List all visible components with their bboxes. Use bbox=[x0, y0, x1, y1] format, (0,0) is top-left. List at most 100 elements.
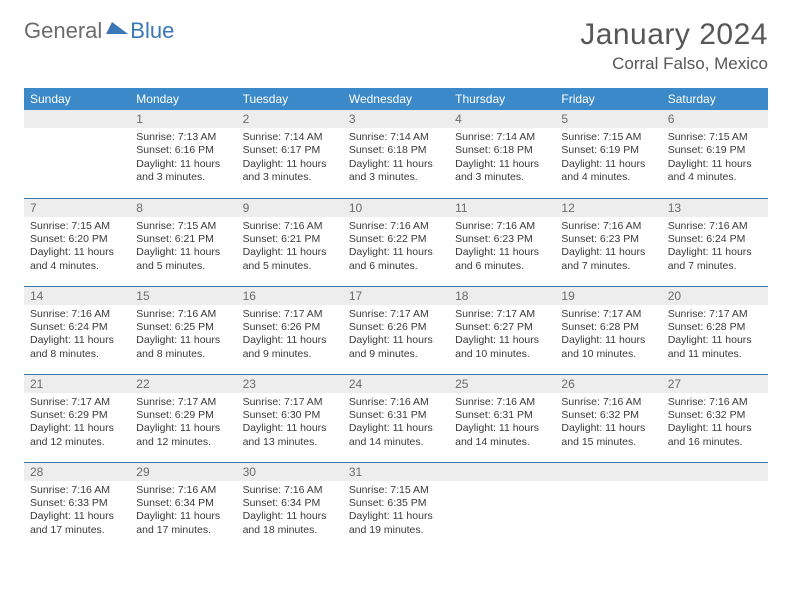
day-number: 1 bbox=[130, 110, 236, 128]
day-cell: 25Sunrise: 7:16 AMSunset: 6:31 PMDayligh… bbox=[449, 374, 555, 462]
day-number: 15 bbox=[130, 287, 236, 305]
day-cell: 8Sunrise: 7:15 AMSunset: 6:21 PMDaylight… bbox=[130, 198, 236, 286]
col-thursday: Thursday bbox=[449, 88, 555, 110]
empty-cell bbox=[449, 462, 555, 550]
day-body: Sunrise: 7:17 AMSunset: 6:29 PMDaylight:… bbox=[130, 393, 236, 454]
col-tuesday: Tuesday bbox=[237, 88, 343, 110]
day-cell: 23Sunrise: 7:17 AMSunset: 6:30 PMDayligh… bbox=[237, 374, 343, 462]
day-body: Sunrise: 7:16 AMSunset: 6:21 PMDaylight:… bbox=[237, 217, 343, 278]
day-number: 17 bbox=[343, 287, 449, 305]
day-cell: 29Sunrise: 7:16 AMSunset: 6:34 PMDayligh… bbox=[130, 462, 236, 550]
day-body: Sunrise: 7:16 AMSunset: 6:23 PMDaylight:… bbox=[555, 217, 661, 278]
day-cell: 4Sunrise: 7:14 AMSunset: 6:18 PMDaylight… bbox=[449, 110, 555, 198]
day-cell: 18Sunrise: 7:17 AMSunset: 6:27 PMDayligh… bbox=[449, 286, 555, 374]
day-body: Sunrise: 7:14 AMSunset: 6:18 PMDaylight:… bbox=[343, 128, 449, 189]
day-body: Sunrise: 7:17 AMSunset: 6:29 PMDaylight:… bbox=[24, 393, 130, 454]
brand-blue: Blue bbox=[130, 18, 174, 44]
brand-general: General bbox=[24, 18, 102, 44]
day-number: 2 bbox=[237, 110, 343, 128]
day-number: 4 bbox=[449, 110, 555, 128]
day-number: 19 bbox=[555, 287, 661, 305]
day-cell: 7Sunrise: 7:15 AMSunset: 6:20 PMDaylight… bbox=[24, 198, 130, 286]
day-number: 28 bbox=[24, 463, 130, 481]
day-body: Sunrise: 7:14 AMSunset: 6:18 PMDaylight:… bbox=[449, 128, 555, 189]
day-number: 24 bbox=[343, 375, 449, 393]
day-body: Sunrise: 7:17 AMSunset: 6:28 PMDaylight:… bbox=[555, 305, 661, 366]
week-row: 7Sunrise: 7:15 AMSunset: 6:20 PMDaylight… bbox=[24, 198, 768, 286]
day-body: Sunrise: 7:16 AMSunset: 6:34 PMDaylight:… bbox=[130, 481, 236, 542]
day-body: Sunrise: 7:15 AMSunset: 6:19 PMDaylight:… bbox=[555, 128, 661, 189]
col-monday: Monday bbox=[130, 88, 236, 110]
day-number: 6 bbox=[662, 110, 768, 128]
day-body: Sunrise: 7:16 AMSunset: 6:23 PMDaylight:… bbox=[449, 217, 555, 278]
day-body: Sunrise: 7:15 AMSunset: 6:19 PMDaylight:… bbox=[662, 128, 768, 189]
day-cell: 22Sunrise: 7:17 AMSunset: 6:29 PMDayligh… bbox=[130, 374, 236, 462]
week-row: 14Sunrise: 7:16 AMSunset: 6:24 PMDayligh… bbox=[24, 286, 768, 374]
day-body: Sunrise: 7:16 AMSunset: 6:24 PMDaylight:… bbox=[24, 305, 130, 366]
day-cell: 28Sunrise: 7:16 AMSunset: 6:33 PMDayligh… bbox=[24, 462, 130, 550]
day-cell: 17Sunrise: 7:17 AMSunset: 6:26 PMDayligh… bbox=[343, 286, 449, 374]
day-cell: 16Sunrise: 7:17 AMSunset: 6:26 PMDayligh… bbox=[237, 286, 343, 374]
day-number: 10 bbox=[343, 199, 449, 217]
week-row: 28Sunrise: 7:16 AMSunset: 6:33 PMDayligh… bbox=[24, 462, 768, 550]
day-cell: 2Sunrise: 7:14 AMSunset: 6:17 PMDaylight… bbox=[237, 110, 343, 198]
empty-cell bbox=[24, 110, 130, 198]
day-body: Sunrise: 7:14 AMSunset: 6:17 PMDaylight:… bbox=[237, 128, 343, 189]
day-body: Sunrise: 7:17 AMSunset: 6:28 PMDaylight:… bbox=[662, 305, 768, 366]
day-cell: 26Sunrise: 7:16 AMSunset: 6:32 PMDayligh… bbox=[555, 374, 661, 462]
day-number: 20 bbox=[662, 287, 768, 305]
day-body: Sunrise: 7:16 AMSunset: 6:33 PMDaylight:… bbox=[24, 481, 130, 542]
day-number: 12 bbox=[555, 199, 661, 217]
day-cell: 20Sunrise: 7:17 AMSunset: 6:28 PMDayligh… bbox=[662, 286, 768, 374]
day-body: Sunrise: 7:15 AMSunset: 6:21 PMDaylight:… bbox=[130, 217, 236, 278]
day-number: 21 bbox=[24, 375, 130, 393]
day-body: Sunrise: 7:16 AMSunset: 6:34 PMDaylight:… bbox=[237, 481, 343, 542]
day-number: 3 bbox=[343, 110, 449, 128]
day-number: 9 bbox=[237, 199, 343, 217]
day-body: Sunrise: 7:17 AMSunset: 6:26 PMDaylight:… bbox=[237, 305, 343, 366]
location-label: Corral Falso, Mexico bbox=[580, 54, 768, 74]
week-row: 21Sunrise: 7:17 AMSunset: 6:29 PMDayligh… bbox=[24, 374, 768, 462]
day-number: 30 bbox=[237, 463, 343, 481]
day-body: Sunrise: 7:15 AMSunset: 6:20 PMDaylight:… bbox=[24, 217, 130, 278]
day-number: 14 bbox=[24, 287, 130, 305]
day-cell: 13Sunrise: 7:16 AMSunset: 6:24 PMDayligh… bbox=[662, 198, 768, 286]
day-number: 8 bbox=[130, 199, 236, 217]
day-cell: 27Sunrise: 7:16 AMSunset: 6:32 PMDayligh… bbox=[662, 374, 768, 462]
day-cell: 19Sunrise: 7:17 AMSunset: 6:28 PMDayligh… bbox=[555, 286, 661, 374]
day-number: 29 bbox=[130, 463, 236, 481]
day-cell: 10Sunrise: 7:16 AMSunset: 6:22 PMDayligh… bbox=[343, 198, 449, 286]
day-number: 13 bbox=[662, 199, 768, 217]
day-body: Sunrise: 7:17 AMSunset: 6:26 PMDaylight:… bbox=[343, 305, 449, 366]
day-number: 11 bbox=[449, 199, 555, 217]
page-header: General Blue January 2024 Corral Falso, … bbox=[24, 18, 768, 74]
day-number: 23 bbox=[237, 375, 343, 393]
empty-cell bbox=[662, 462, 768, 550]
day-cell: 1Sunrise: 7:13 AMSunset: 6:16 PMDaylight… bbox=[130, 110, 236, 198]
day-cell: 12Sunrise: 7:16 AMSunset: 6:23 PMDayligh… bbox=[555, 198, 661, 286]
day-cell: 9Sunrise: 7:16 AMSunset: 6:21 PMDaylight… bbox=[237, 198, 343, 286]
col-wednesday: Wednesday bbox=[343, 88, 449, 110]
title-block: January 2024 Corral Falso, Mexico bbox=[580, 18, 768, 74]
day-body: Sunrise: 7:16 AMSunset: 6:24 PMDaylight:… bbox=[662, 217, 768, 278]
weekday-header-row: Sunday Monday Tuesday Wednesday Thursday… bbox=[24, 88, 768, 110]
day-number: 22 bbox=[130, 375, 236, 393]
day-body: Sunrise: 7:16 AMSunset: 6:31 PMDaylight:… bbox=[449, 393, 555, 454]
day-body: Sunrise: 7:16 AMSunset: 6:32 PMDaylight:… bbox=[662, 393, 768, 454]
day-number: 31 bbox=[343, 463, 449, 481]
month-title: January 2024 bbox=[580, 18, 768, 52]
week-row: 1Sunrise: 7:13 AMSunset: 6:16 PMDaylight… bbox=[24, 110, 768, 198]
brand-logo: General Blue bbox=[24, 18, 174, 44]
day-number: 5 bbox=[555, 110, 661, 128]
day-body: Sunrise: 7:17 AMSunset: 6:27 PMDaylight:… bbox=[449, 305, 555, 366]
day-cell: 31Sunrise: 7:15 AMSunset: 6:35 PMDayligh… bbox=[343, 462, 449, 550]
day-body: Sunrise: 7:15 AMSunset: 6:35 PMDaylight:… bbox=[343, 481, 449, 542]
day-body: Sunrise: 7:16 AMSunset: 6:22 PMDaylight:… bbox=[343, 217, 449, 278]
col-sunday: Sunday bbox=[24, 88, 130, 110]
day-number: 7 bbox=[24, 199, 130, 217]
day-number: 18 bbox=[449, 287, 555, 305]
day-cell: 21Sunrise: 7:17 AMSunset: 6:29 PMDayligh… bbox=[24, 374, 130, 462]
day-number: 25 bbox=[449, 375, 555, 393]
day-number: 26 bbox=[555, 375, 661, 393]
day-body: Sunrise: 7:13 AMSunset: 6:16 PMDaylight:… bbox=[130, 128, 236, 189]
